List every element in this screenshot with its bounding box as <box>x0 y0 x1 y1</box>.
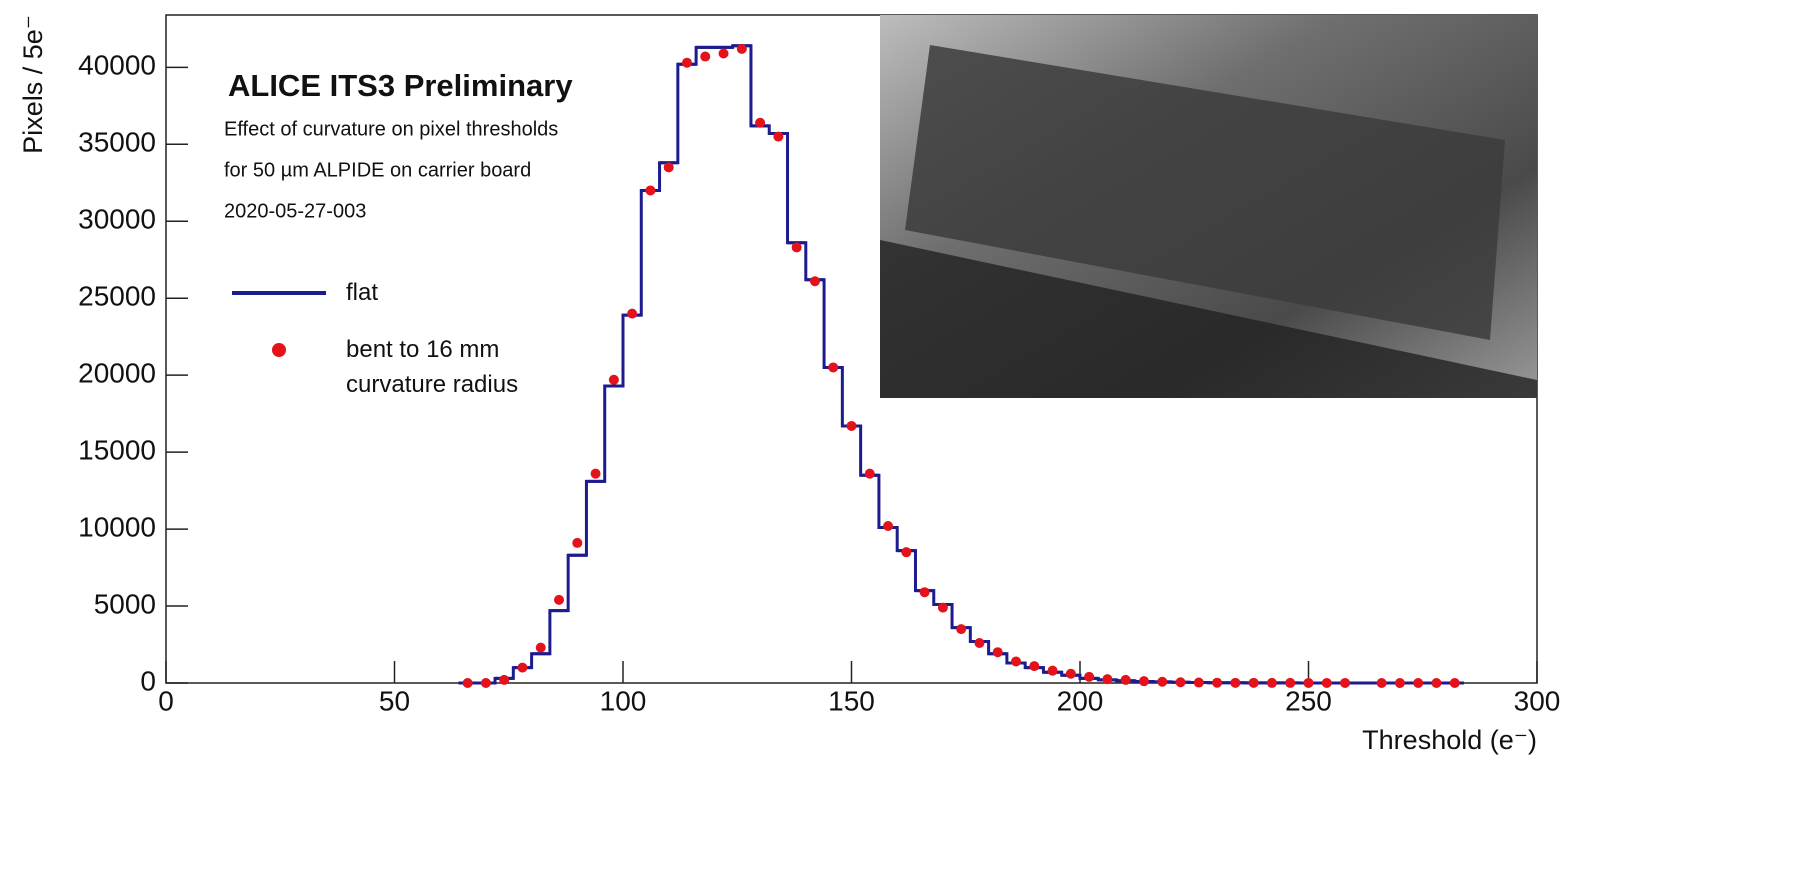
data-point <box>992 647 1003 658</box>
y-tick-label: 20000 <box>78 358 156 389</box>
data-point <box>937 602 948 613</box>
data-point <box>883 521 894 532</box>
y-tick-label: 10000 <box>78 511 156 542</box>
data-point <box>1120 674 1131 685</box>
data-point <box>645 185 656 196</box>
chart-title: ALICE ITS3 Preliminary <box>228 68 573 103</box>
data-point <box>755 117 766 128</box>
data-point <box>1376 678 1387 688</box>
legend-label: bent to 16 mm curvature radius <box>346 336 519 398</box>
legend-entry: flat <box>346 279 379 306</box>
data-point <box>1321 677 1332 688</box>
data-point <box>663 162 674 173</box>
x-tick-label: 50 <box>379 685 410 716</box>
subtitle: Effect of curvature on pixel thresholds <box>224 118 558 140</box>
data-point <box>1193 677 1204 688</box>
y-tick-label: 40000 <box>78 50 156 81</box>
data-point <box>901 547 912 558</box>
data-point <box>1248 677 1259 688</box>
legend-label: flat <box>346 279 379 306</box>
y-axis-title: Pixels / 5e⁻ <box>18 15 48 154</box>
subtitle: for 50 µm ALPIDE on carrier board <box>224 159 531 181</box>
data-point <box>736 43 747 54</box>
data-point <box>828 362 839 373</box>
data-point <box>590 468 601 479</box>
legend-entry: bent to 16 mm curvature radius <box>346 336 519 398</box>
plot-area: 0 5000 10000 15000 20000 25000 30000 35000 40000… <box>78 14 1561 716</box>
data-point <box>462 678 473 688</box>
inset-photo-board <box>880 240 1537 398</box>
y-tick-label: 0 <box>140 665 156 696</box>
data-point <box>480 678 491 688</box>
data-point <box>1212 677 1223 688</box>
data-point <box>700 51 711 62</box>
data-point <box>1084 671 1095 682</box>
data-point <box>718 48 729 59</box>
data-point <box>517 662 528 673</box>
data-point <box>1266 677 1277 688</box>
y-tick-label: 25000 <box>78 281 156 312</box>
data-point <box>791 242 802 253</box>
data-point <box>956 624 967 635</box>
data-point <box>809 276 820 287</box>
data-point <box>681 57 692 68</box>
data-point <box>1449 678 1460 688</box>
inset-photo-chip <box>905 45 1505 340</box>
data-point <box>1431 678 1442 688</box>
data-point <box>1047 665 1058 676</box>
x-tick-label: 0 <box>158 685 174 716</box>
y-tick-label: 30000 <box>78 204 156 235</box>
y-tick-label: 15000 <box>78 435 156 466</box>
data-point <box>1394 678 1405 688</box>
data-point <box>535 642 546 653</box>
data-point <box>499 674 510 685</box>
y-tick-label: 5000 <box>94 588 156 619</box>
y-tick-label: 35000 <box>78 127 156 158</box>
data-point <box>1340 677 1351 688</box>
x-tick-label: 200 <box>1057 685 1104 716</box>
data-point <box>627 308 638 319</box>
data-point <box>1065 668 1076 679</box>
data-point <box>773 131 784 142</box>
legend-marker <box>272 343 286 357</box>
data-point <box>1102 674 1113 685</box>
data-point <box>1303 677 1314 688</box>
x-tick-label: 250 <box>1285 685 1332 716</box>
data-point <box>1157 676 1168 687</box>
x-tick-label: 300 <box>1514 685 1561 716</box>
data-point <box>1011 656 1022 667</box>
data-point <box>846 420 857 431</box>
data-point <box>572 537 583 548</box>
subtitle: 2020-05-27-003 <box>224 200 366 222</box>
data-point <box>1029 661 1040 672</box>
data-point <box>1230 677 1241 688</box>
data-point <box>1138 676 1149 687</box>
data-point <box>974 637 985 648</box>
x-tick-label: 100 <box>600 685 647 716</box>
data-point <box>919 587 930 598</box>
x-tick-label: 150 <box>828 685 875 716</box>
data-point <box>1413 678 1424 688</box>
x-axis-title: Threshold (e⁻) <box>1362 725 1537 755</box>
data-point <box>554 594 565 605</box>
data-point <box>1285 677 1296 688</box>
data-point <box>608 374 619 385</box>
data-point <box>864 468 875 479</box>
data-point <box>1175 677 1186 688</box>
